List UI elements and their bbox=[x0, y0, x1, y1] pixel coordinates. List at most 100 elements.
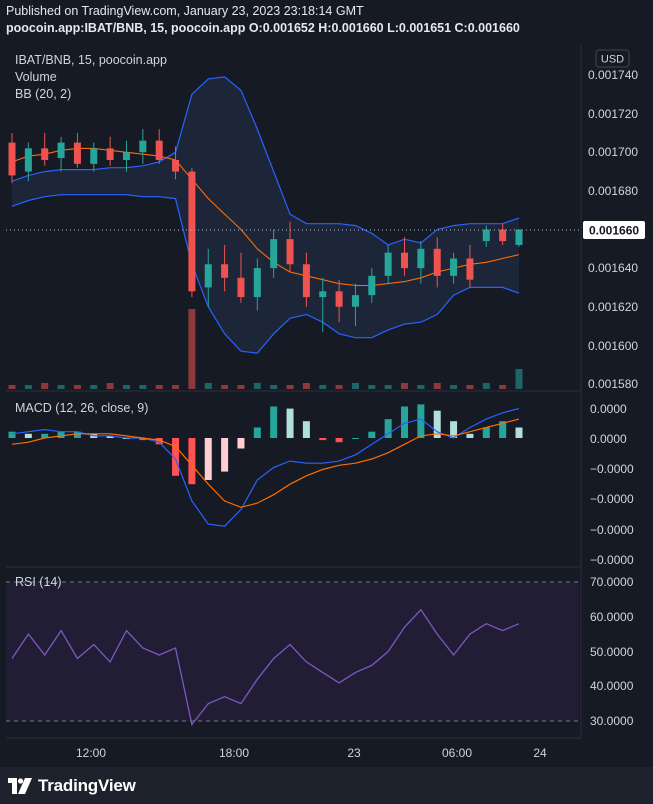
macd-histogram-bar bbox=[155, 438, 163, 445]
volume-bar bbox=[90, 385, 98, 389]
rsi-tick: 50.0000 bbox=[590, 645, 634, 659]
volume-bar bbox=[172, 385, 180, 389]
price-tick: 0.001720 bbox=[588, 107, 638, 121]
candle-body bbox=[335, 291, 343, 307]
volume-bar bbox=[286, 385, 294, 389]
volume-bar bbox=[57, 385, 65, 389]
symbol-legend: IBAT/BNB, 15, poocoin.app bbox=[15, 53, 167, 67]
time-tick: 23 bbox=[347, 746, 361, 760]
tradingview-logo-icon bbox=[8, 778, 32, 794]
price-tick: 0.001700 bbox=[588, 145, 638, 159]
macd-tick: −0.0000 bbox=[590, 492, 634, 506]
rsi-band-fill bbox=[6, 582, 579, 721]
volume-bar bbox=[433, 383, 441, 389]
candle-body bbox=[8, 142, 16, 176]
candle-body bbox=[466, 258, 474, 280]
candle-body bbox=[237, 277, 245, 298]
macd-histogram-bar bbox=[204, 438, 212, 480]
candle-body bbox=[319, 291, 327, 298]
macd-tick: −0.0000 bbox=[590, 553, 634, 567]
time-tick: 18:00 bbox=[219, 746, 249, 760]
macd-histogram-bar bbox=[515, 427, 523, 438]
macd-histogram-bar bbox=[384, 419, 392, 438]
volume-bar bbox=[384, 385, 392, 389]
candle-body bbox=[302, 264, 310, 298]
tradingview-logo[interactable]: TradingView bbox=[8, 776, 136, 796]
time-tick: 12:00 bbox=[76, 746, 106, 760]
volume-bar bbox=[450, 385, 458, 389]
price-tick: 0.001680 bbox=[588, 184, 638, 198]
currency-button[interactable] bbox=[595, 49, 630, 68]
macd-histogram-bar bbox=[73, 431, 81, 438]
chart-area[interactable]: IBAT/BNB, 15, poocoin.app Volume BB (20,… bbox=[0, 0, 653, 767]
price-tick: 0.001580 bbox=[588, 377, 638, 391]
macd-histogram-bar bbox=[270, 406, 278, 438]
macd-histogram-bar bbox=[302, 421, 310, 438]
bb-fill bbox=[12, 76, 519, 354]
volume-bar bbox=[335, 385, 343, 389]
macd-histogram-bar bbox=[139, 438, 147, 441]
volume-bar bbox=[368, 385, 376, 389]
volume-bar bbox=[351, 383, 359, 389]
volume-bar bbox=[515, 369, 523, 389]
macd-histogram-bar bbox=[221, 438, 229, 472]
candle-body bbox=[499, 229, 507, 242]
candle-body bbox=[351, 295, 359, 307]
price-tick: 0.001640 bbox=[588, 261, 638, 275]
macd-line bbox=[11, 408, 520, 527]
volume-legend: Volume bbox=[15, 70, 57, 84]
macd-histogram-bar bbox=[41, 433, 49, 438]
macd-histogram-bar bbox=[172, 438, 180, 476]
publish-info: Published on TradingView.com, January 23… bbox=[6, 4, 364, 18]
candle-body bbox=[253, 268, 261, 298]
candle-body bbox=[515, 229, 523, 245]
volume-bar bbox=[237, 385, 245, 389]
rsi-line bbox=[11, 608, 520, 726]
macd-histogram-bar bbox=[106, 435, 114, 438]
rsi-legend: RSI (14) bbox=[15, 575, 62, 589]
candle-body bbox=[41, 148, 49, 160]
candle-body bbox=[286, 239, 294, 265]
volume-bar bbox=[8, 385, 16, 389]
candles bbox=[8, 129, 523, 332]
rsi-tick: 60.0000 bbox=[590, 610, 634, 624]
candle-body bbox=[57, 142, 65, 159]
macd-histogram-bar bbox=[401, 406, 409, 438]
macd-histogram-bar bbox=[335, 438, 343, 443]
footer-bar: TradingView bbox=[0, 767, 653, 804]
macd-tick: 0.0000 bbox=[590, 432, 627, 446]
volume-bar bbox=[155, 385, 163, 389]
volume-bar bbox=[122, 385, 130, 389]
volume-bar bbox=[253, 383, 261, 389]
rsi-series bbox=[11, 608, 520, 726]
candle-body bbox=[73, 142, 81, 164]
macd-histogram-bar bbox=[237, 438, 245, 449]
candle-body bbox=[270, 239, 278, 269]
volume-bar bbox=[41, 383, 49, 389]
candle-body bbox=[90, 148, 98, 164]
candle-body bbox=[384, 252, 392, 276]
volume-bar bbox=[106, 383, 114, 389]
macd-histogram-bar bbox=[24, 433, 32, 438]
brand-name: TradingView bbox=[38, 776, 136, 795]
macd-legend: MACD (12, 26, close, 9) bbox=[15, 401, 148, 415]
candle-body bbox=[188, 171, 196, 292]
candle-body bbox=[204, 264, 212, 288]
currency-label: USD bbox=[601, 54, 624, 66]
candle-body bbox=[450, 258, 458, 276]
macd-histogram-bar bbox=[351, 438, 359, 439]
candle-body bbox=[24, 148, 32, 172]
bb-lower-line bbox=[11, 194, 520, 354]
volume-bar bbox=[466, 385, 474, 389]
candle-body bbox=[122, 152, 130, 160]
macd-signal-line bbox=[11, 418, 520, 508]
macd-tick: −0.0000 bbox=[590, 462, 634, 476]
symbol-ohlc-line: poocoin.app:IBAT/BNB, 15, poocoin.app O:… bbox=[6, 21, 520, 35]
volume-bar bbox=[319, 385, 327, 389]
macd-histogram-bar bbox=[450, 421, 458, 438]
volume-bar bbox=[417, 385, 425, 389]
macd-histogram-bar bbox=[466, 433, 474, 438]
candle-body bbox=[139, 140, 147, 153]
candle-body bbox=[106, 148, 114, 160]
volume-bar bbox=[139, 385, 147, 389]
